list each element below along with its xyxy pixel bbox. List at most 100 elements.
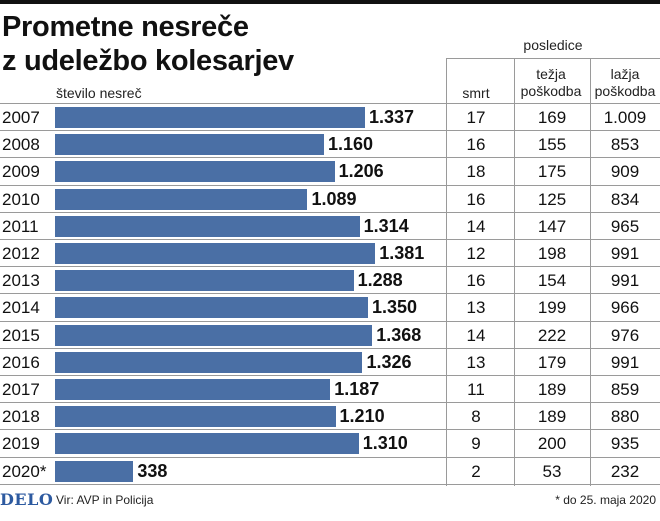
- severe-injury-count: 175: [537, 162, 567, 182]
- bar: [55, 243, 376, 264]
- light-injury-count: 935: [610, 434, 640, 454]
- column-divider-3: [590, 58, 591, 486]
- col-header-light: lažja poškodba: [590, 66, 660, 100]
- year-label: 2010: [2, 189, 40, 209]
- severe-injury-count: 147: [537, 216, 567, 236]
- death-count: 17: [466, 108, 486, 127]
- chart-title: Prometne nesreče z udeležbo kolesarjev: [2, 10, 294, 78]
- light-injury-count: 991: [610, 352, 640, 372]
- year-label: 2016: [2, 352, 40, 372]
- table-row: 2014 1.350 13 199 966: [0, 294, 660, 321]
- severe-injury-count: 189: [537, 407, 567, 427]
- year-label: 2009: [2, 162, 40, 182]
- header-separator: [0, 103, 660, 104]
- bar-value-label: 1.160: [327, 134, 373, 155]
- row-separator: [0, 375, 660, 376]
- row-separator: [0, 184, 660, 186]
- title-line-1: Prometne nesreče: [2, 11, 249, 43]
- severe-injury-count: 169: [537, 108, 567, 127]
- bar: [55, 188, 308, 210]
- bar-value-label: 1.314: [363, 215, 409, 236]
- top-rule: [0, 0, 660, 4]
- consequences-rule: [446, 58, 660, 59]
- col-header-light-line1: lažja: [610, 66, 640, 82]
- title-line-2: z udeležbo kolesarjev: [2, 45, 294, 77]
- year-label: 2018: [2, 407, 40, 427]
- year-label: 2014: [2, 298, 40, 318]
- bar: [55, 379, 331, 400]
- severe-injury-count: 222: [537, 325, 567, 345]
- bar-value-label: 1.350: [372, 297, 418, 318]
- severe-injury-count: 199: [537, 298, 567, 318]
- bar-value-label: 1.206: [338, 161, 384, 182]
- col-header-death: smrt: [462, 85, 490, 101]
- col-header-light-line2: poškodba: [594, 83, 656, 99]
- death-count: 13: [466, 352, 486, 372]
- source-note: Vir: AVP in Policija: [56, 493, 154, 507]
- row-separator: [0, 483, 660, 485]
- row-separator: [0, 320, 660, 322]
- death-count: 12: [466, 244, 486, 263]
- severe-injury-count: 154: [537, 271, 567, 291]
- table-row: 2018 1.210 8 189 880: [0, 403, 660, 430]
- bar-value-label: 1.337: [369, 107, 415, 127]
- table-row: 2010 1.089 16 125 834: [0, 186, 660, 213]
- severe-injury-count: 179: [537, 352, 567, 372]
- death-count: 9: [471, 434, 481, 454]
- bar-value-label: 1.381: [379, 243, 425, 263]
- row-separator: [0, 239, 660, 240]
- bar-value-label: 1.368: [376, 324, 422, 345]
- severe-injury-count: 200: [537, 434, 567, 454]
- light-injury-count: 976: [610, 325, 640, 345]
- death-count: 11: [467, 380, 485, 399]
- light-injury-count: 880: [610, 407, 640, 427]
- death-count: 16: [466, 135, 486, 155]
- table-row: 2011 1.314 14 147 965: [0, 213, 660, 240]
- bar: [55, 107, 365, 128]
- footnote: * do 25. maja 2020: [555, 493, 656, 507]
- year-label: 2019: [2, 434, 40, 454]
- bar: [55, 406, 336, 428]
- row-separator: [0, 429, 660, 431]
- death-count: 14: [466, 216, 486, 236]
- light-injury-count: 965: [610, 216, 640, 236]
- table-row: 2020* 338 2 53 232: [0, 458, 660, 485]
- death-count: 14: [466, 325, 486, 345]
- bar-value-label: 1.210: [339, 406, 385, 427]
- light-injury-count: 859: [610, 380, 640, 399]
- year-label: 2011: [2, 216, 39, 236]
- light-injury-count: 232: [610, 461, 640, 481]
- consequences-header: posledice: [523, 37, 583, 53]
- row-separator: [0, 293, 660, 295]
- light-injury-count: 853: [610, 135, 640, 155]
- year-label: 2008: [2, 135, 40, 155]
- bar-value-label: 1.326: [366, 351, 412, 372]
- bar: [55, 351, 363, 373]
- severe-injury-count: 155: [537, 135, 567, 155]
- row-separator: [0, 211, 660, 213]
- table-row: 2012 1.381 12 198 991: [0, 240, 660, 267]
- bar: [55, 270, 354, 292]
- column-divider-2: [514, 58, 515, 486]
- column-divider-1: [446, 58, 447, 486]
- delo-logo: DELO: [0, 490, 54, 509]
- year-label: 2017: [2, 380, 40, 399]
- bar-value-label: 1.089: [311, 188, 357, 209]
- table-row: 2007 1.337 17 169 1.009: [0, 104, 660, 131]
- bar: [55, 324, 373, 346]
- light-injury-count: 909: [610, 162, 640, 182]
- severe-injury-count: 198: [537, 244, 567, 263]
- death-count: 16: [466, 189, 486, 209]
- table-row: 2017 1.187 11 189 859: [0, 376, 660, 403]
- bar: [55, 433, 359, 455]
- bar: [55, 134, 324, 156]
- table-row: 2013 1.288 16 154 991: [0, 267, 660, 294]
- row-separator: [0, 347, 660, 349]
- death-count: 13: [466, 298, 486, 318]
- col-header-severe-line2: poškodba: [520, 83, 582, 99]
- death-count: 2: [471, 461, 481, 481]
- light-injury-count: 991: [610, 244, 640, 263]
- death-count: 8: [471, 407, 481, 427]
- table-row: 2008 1.160 16 155 853: [0, 131, 660, 158]
- row-separator: [0, 456, 660, 458]
